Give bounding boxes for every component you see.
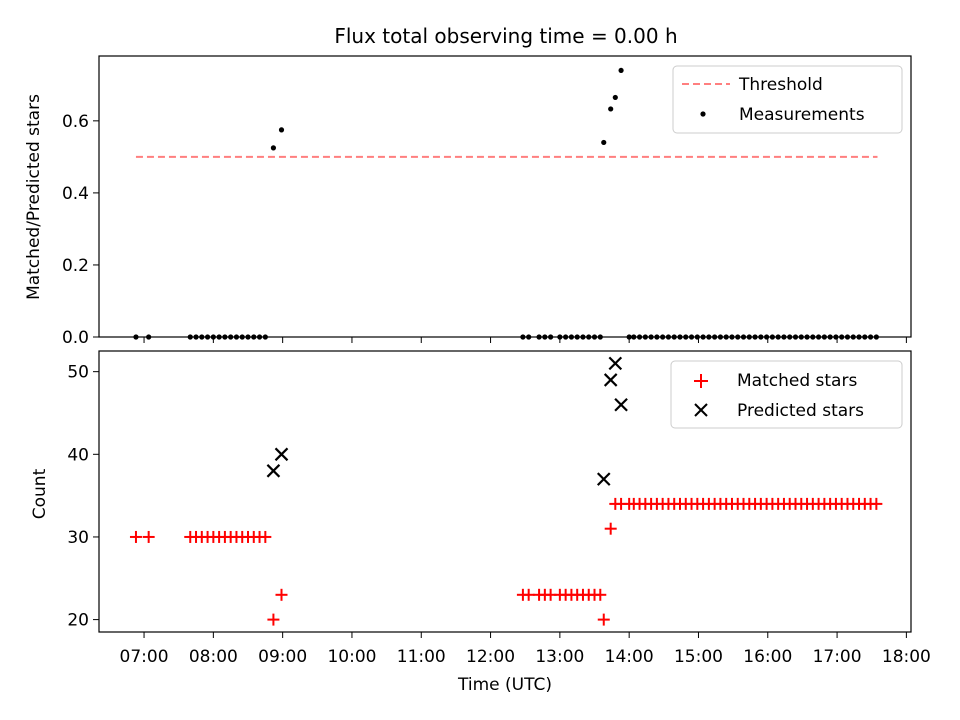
top-y-ticks: 0.0 0.2 0.4 0.6 [62, 112, 99, 348]
measurement-point-32 [608, 106, 614, 112]
bottom-x-ticks: 07:00 08:00 09:00 10:00 11:00 12:00 13:00 14:00… [120, 632, 931, 667]
x-axis-label: Time (UTC) [457, 675, 552, 695]
bottom-ytick-label-0: 20 [67, 611, 89, 631]
legend-matched-swatch [694, 374, 708, 388]
matched-star-point-78 [870, 497, 883, 510]
bottom-ytick-label-1: 30 [67, 528, 89, 548]
measurement-point-16 [270, 145, 277, 151]
matched-star-point-30 [594, 588, 607, 601]
top-panel: 0.0 0.2 0.4 0.6 Matched/Predicted stars Thr… [24, 55, 912, 348]
bottom-legend-box [670, 360, 903, 429]
predicted-star-point-4 [608, 356, 623, 371]
bottom-axes-frame [98, 350, 912, 633]
xtick-label-1: 08:00 [189, 647, 238, 667]
legend-measurements-label: Measurements [739, 105, 865, 125]
xtick-label-3: 10:00 [327, 647, 376, 667]
matched-star-point-32 [604, 522, 617, 535]
predicted-star-point-0 [266, 464, 281, 478]
bottom-y-ticks: 20 30 40 50 [67, 363, 99, 631]
bottom-ytick-label-3: 50 [67, 363, 89, 383]
measurement-point-31 [601, 139, 607, 146]
top-x-ticks [143, 337, 907, 343]
bottom-marks [129, 356, 883, 626]
matched-star-point-0 [129, 530, 142, 543]
predicted-star-point-2 [596, 472, 611, 486]
top-ytick-label-1: 0.2 [62, 256, 89, 276]
xtick-label-9: 16:00 [743, 647, 792, 667]
bottom-panel: 20 30 40 50 07:00 08:00 09:00 10:00 11:00 12:00 1… [30, 350, 931, 695]
legend-predicted-label: Predicted stars [737, 401, 864, 421]
predicted-star-point-1 [274, 447, 289, 462]
xtick-label-2: 09:00 [258, 647, 307, 667]
matched-star-point-15 [259, 530, 272, 543]
matched-star-point-19 [522, 588, 535, 601]
xtick-label-5: 12:00 [466, 647, 515, 667]
matched-star-point-31 [597, 613, 610, 626]
measurement-point-34 [618, 67, 624, 74]
bottom-legend: Matched stars Predicted stars [670, 360, 903, 429]
xtick-label-0: 07:00 [120, 647, 169, 667]
legend-threshold-label: Threshold [738, 75, 823, 95]
figure-title: Flux total observing time = 0.00 h [334, 24, 677, 48]
top-ytick-label-3: 0.6 [62, 112, 89, 132]
bottom-y-axis-label: Count [30, 468, 50, 519]
top-axes-frame [98, 55, 912, 338]
measurement-point-17 [278, 127, 285, 133]
predicted-star-point-3 [603, 373, 618, 387]
legend-measurements-swatch [700, 111, 706, 117]
matched-star-point-16 [267, 613, 280, 626]
top-y-axis-label: Matched/Predicted stars [24, 94, 44, 300]
top-ytick-label-2: 0.4 [62, 184, 89, 204]
top-legend: Threshold Measurements [672, 65, 903, 134]
xtick-label-10: 17:00 [813, 647, 862, 667]
predicted-star-point-5 [614, 397, 628, 412]
matched-star-point-17 [275, 588, 288, 601]
xtick-label-4: 11:00 [397, 647, 446, 667]
matched-star-point-1 [142, 530, 155, 543]
xtick-label-6: 13:00 [535, 647, 584, 667]
xtick-label-7: 14:00 [605, 647, 654, 667]
measurement-point-33 [612, 94, 618, 101]
xtick-label-8: 15:00 [674, 647, 723, 667]
xtick-label-11: 18:00 [882, 647, 931, 667]
bottom-ytick-label-2: 40 [67, 445, 89, 465]
top-ytick-label-0: 0.0 [62, 328, 89, 348]
top-legend-box [672, 65, 903, 134]
legend-predicted-swatch [694, 403, 708, 417]
legend-matched-label: Matched stars [737, 371, 857, 391]
